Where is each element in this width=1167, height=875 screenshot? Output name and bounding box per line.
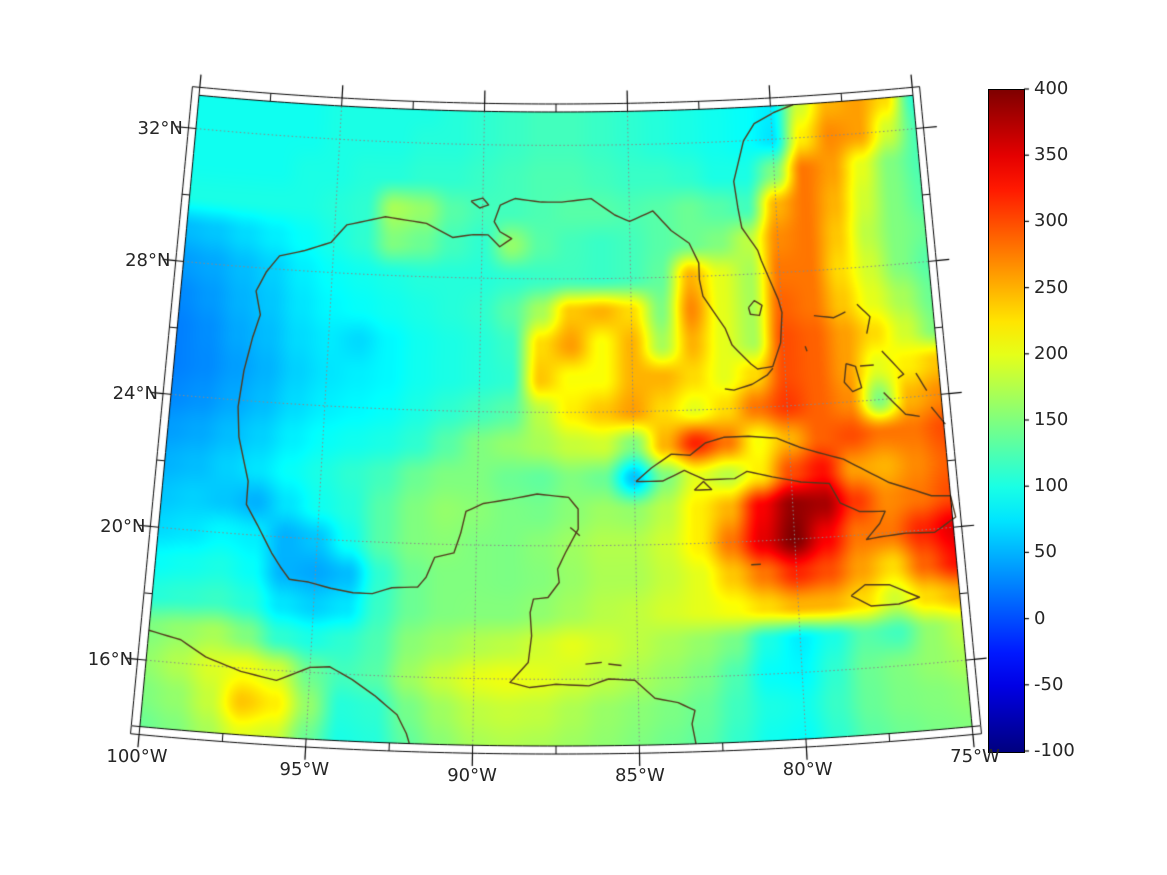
x-tick-label: 75°W (950, 746, 1000, 768)
x-tick-label: 90°W (447, 764, 497, 786)
colorbar-tick-label: 50 (1034, 541, 1057, 563)
y-tick-label: 16°N (87, 649, 134, 671)
colorbar-tick-label: 150 (1034, 409, 1069, 430)
x-tick-label: 85°W (615, 764, 665, 786)
y-tick-label: 32°N (137, 117, 183, 139)
x-tick-label: 100°W (106, 746, 168, 768)
colorbar-tick-label: -100 (1034, 740, 1075, 761)
x-tick-label: 80°W (782, 758, 833, 780)
colorbar-tick-label: 100 (1034, 475, 1069, 497)
colorbar-tick-label: 300 (1034, 210, 1069, 232)
colorbar (988, 89, 1025, 753)
y-tick-label: 24°N (112, 383, 158, 405)
colorbar-tick-label: 250 (1034, 276, 1069, 298)
colorbar-tick-label: 400 (1034, 78, 1069, 99)
colorbar-tick-label: 350 (1034, 144, 1069, 166)
y-tick-label: 28°N (125, 250, 171, 272)
colorbar-tick-label: 200 (1034, 342, 1069, 364)
y-tick-label: 20°N (100, 516, 146, 538)
x-tick-label: 95°W (279, 758, 330, 780)
colorbar-tick-label: -50 (1034, 673, 1064, 695)
colorbar-tick-label: 0 (1034, 607, 1046, 629)
